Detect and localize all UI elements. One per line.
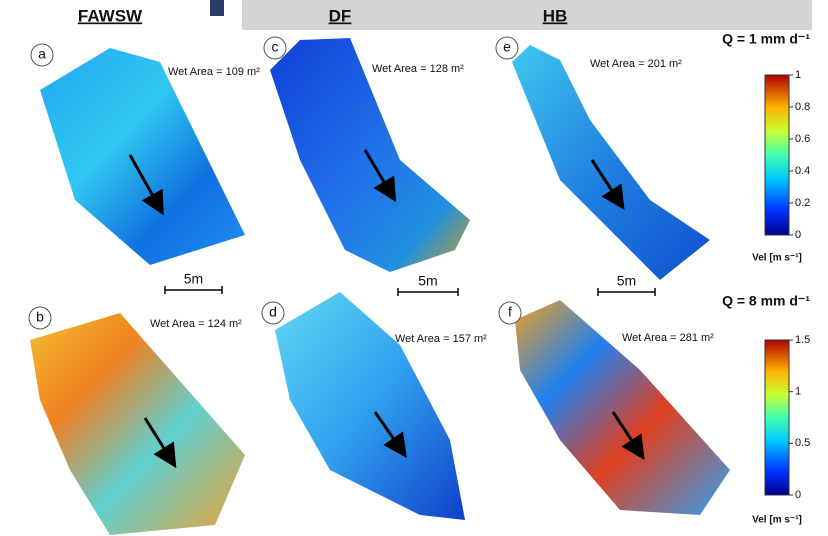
figure: FAWSW DF HB a Wet Area = 109 m² c Wet Area = 1…	[0, 0, 828, 536]
colorbar-tick-label: 1	[795, 386, 801, 398]
wet-area: Wet Area = 109 m²	[168, 66, 260, 78]
panel-label: d	[269, 304, 277, 320]
panel-label: c	[272, 39, 279, 55]
colorbar-tick-label: 0.8	[795, 101, 810, 113]
colorbar-tick-label: 0	[795, 229, 801, 241]
background-slide	[242, 0, 812, 30]
colorbar-tick-label: 0.5	[795, 437, 810, 449]
scale-bar	[398, 288, 458, 296]
colorbar	[765, 340, 789, 495]
wet-area: Wet Area = 128 m²	[372, 63, 464, 75]
colorbar-label: Vel [m s⁻¹]	[752, 515, 802, 526]
velocity-map	[30, 313, 245, 535]
panel-label: e	[503, 39, 511, 55]
figure-canvas: FAWSW DF HB a Wet Area = 109 m² c Wet Area = 1…	[0, 0, 828, 536]
colorbar-tick-label: 0	[795, 489, 801, 501]
colorbar-tick-label: 0.4	[795, 165, 810, 177]
colorbar-tick-label: 0.2	[795, 197, 810, 209]
wet-area: Wet Area = 157 m²	[395, 333, 487, 345]
wet-area: Wet Area = 124 m²	[150, 318, 242, 330]
scale-bar	[165, 286, 222, 294]
scale-label: 5m	[617, 273, 636, 289]
column-header: DF	[329, 6, 352, 25]
scale-label: 5m	[418, 273, 437, 289]
colorbar-label: Vel [m s⁻¹]	[752, 253, 802, 264]
background-slide	[210, 0, 224, 16]
colorbar-tick-label: 1	[795, 69, 801, 81]
colorbar	[765, 75, 789, 235]
column-header: FAWSW	[78, 6, 143, 25]
panel-label: b	[36, 309, 44, 325]
colorbar-tick-label: 0.6	[795, 133, 810, 145]
panel-label: f	[508, 304, 512, 320]
discharge-label: Q = 1 mm d⁻¹	[722, 31, 810, 47]
wet-area: Wet Area = 281 m²	[622, 332, 714, 344]
velocity-map	[40, 48, 245, 265]
scale-bar	[598, 288, 655, 296]
discharge-label: Q = 8 mm d⁻¹	[722, 293, 810, 309]
column-header: HB	[543, 6, 568, 25]
velocity-map	[275, 292, 465, 520]
scale-label: 5m	[184, 271, 203, 287]
wet-area: Wet Area = 201 m²	[590, 58, 682, 70]
panel-label: a	[38, 46, 46, 62]
colorbar-tick-label: 1.5	[795, 334, 810, 346]
velocity-map	[512, 45, 710, 280]
